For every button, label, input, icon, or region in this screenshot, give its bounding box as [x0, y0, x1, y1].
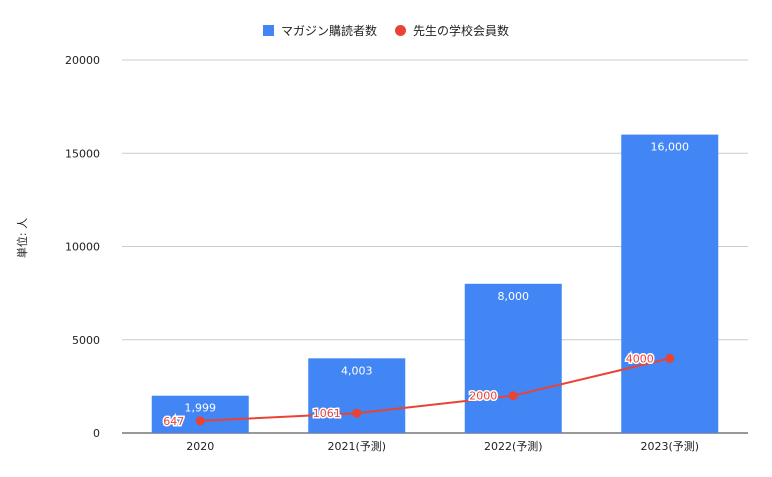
bar[interactable]	[464, 283, 562, 433]
y-tick-label: 0	[93, 427, 100, 440]
x-tick-label: 2021(予測)	[327, 439, 386, 453]
legend-bar-swatch	[262, 25, 274, 36]
bar-data-label: 1,999	[185, 402, 217, 415]
y-tick-label: 15000	[65, 147, 100, 160]
bar-data-label: 16,000	[651, 141, 690, 154]
line-data-label: 4000	[626, 352, 654, 365]
x-tick-label: 2022(予測)	[484, 439, 543, 453]
legend: マガジン購読者数 先生の学校会員数	[0, 22, 772, 39]
line-point[interactable]	[665, 353, 675, 363]
series-line	[200, 357, 670, 422]
bar-data-label: 4,003	[341, 364, 373, 377]
legend-line-label: 先生の学校会員数	[413, 24, 510, 38]
y-tick-label: 10000	[65, 241, 100, 254]
y-tick-label: 20000	[65, 54, 100, 67]
line-data-label: 647	[163, 415, 184, 428]
legend-item-line[interactable]: 先生の学校会員数	[395, 22, 509, 39]
y-tick-label: 5000	[72, 334, 100, 347]
line-point[interactable]	[508, 391, 518, 401]
legend-bar-label: マガジン購読者数	[280, 24, 377, 38]
legend-line-swatch	[395, 25, 406, 36]
legend-item-bar[interactable]: マガジン購読者数	[262, 22, 377, 39]
bar[interactable]	[621, 134, 719, 433]
bar-data-label: 8,000	[498, 290, 530, 303]
line-point[interactable]	[352, 408, 362, 418]
line-data-label: 2000	[469, 390, 497, 403]
bar[interactable]	[308, 358, 406, 433]
line-point[interactable]	[195, 416, 205, 426]
line-data-label: 1061	[313, 407, 341, 420]
bar[interactable]	[151, 395, 249, 433]
x-tick-label: 2023(予測)	[640, 439, 699, 453]
x-tick-label: 2020	[186, 440, 214, 453]
